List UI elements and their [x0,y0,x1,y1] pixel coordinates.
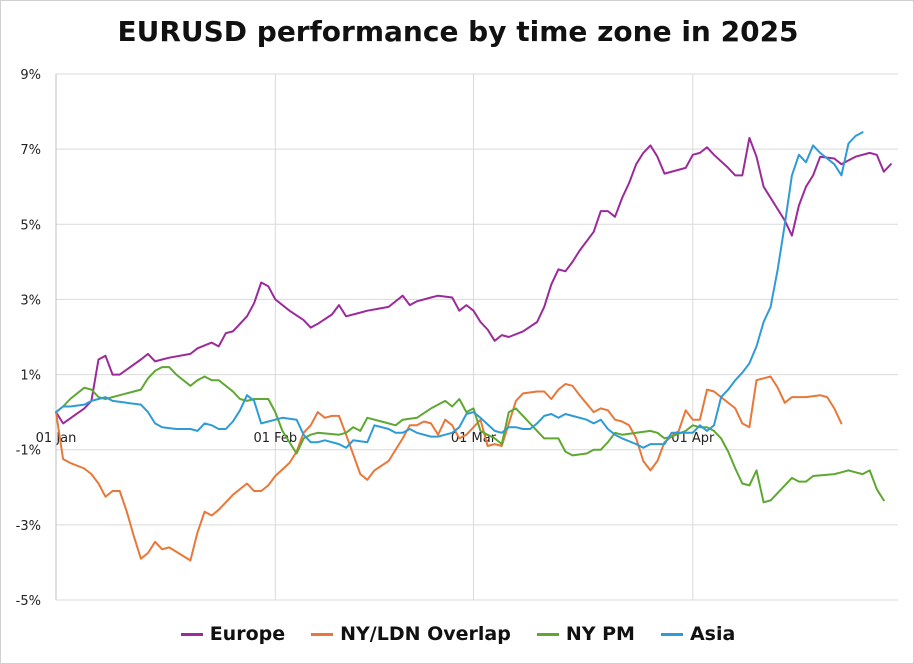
chart-legend: Europe NY/LDN Overlap NY PM Asia [1,623,913,645]
series-line-ny-pm [55,366,885,504]
legend-item: Asia [660,623,736,645]
y-tick-label: 7% [20,143,41,158]
y-tick-label: 3% [20,293,41,308]
series-line-ny-ldn-overlap [55,375,843,562]
legend-item: Europe [180,623,286,645]
series-line-asia [55,131,864,449]
legend-swatch [660,632,683,636]
legend-label: NY PM [565,623,635,645]
x-tick-label: 01 Feb [253,431,297,446]
series-line-europe [55,136,892,425]
chart-title: EURUSD performance by time zone in 2025 [117,15,799,48]
y-tick-label: 5% [20,218,41,233]
legend-swatch [180,632,203,636]
legend-label: Europe [209,623,286,645]
legend-item: NY PM [536,623,635,645]
y-tick-label: -3% [16,519,41,534]
legend-label: Asia [689,623,736,645]
legend-label: NY/LDN Overlap [340,623,511,645]
y-tick-label: -5% [16,594,41,609]
legend-swatch [311,632,334,636]
x-tick-label: 01 Apr [671,431,715,446]
legend-swatch [536,632,559,636]
y-tick-label: 9% [20,68,41,83]
x-tick-label: 01 Mar [451,431,497,446]
y-tick-label: 1% [20,369,41,384]
legend-item: NY/LDN Overlap [311,623,511,645]
y-tick-label: -1% [16,444,41,459]
